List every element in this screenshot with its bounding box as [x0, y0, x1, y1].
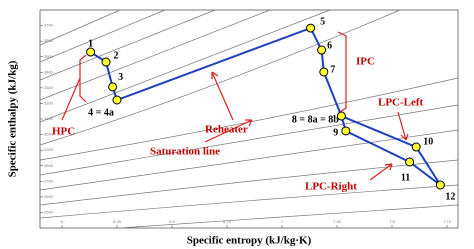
y-tick-label: 3400 [44, 69, 54, 74]
annotation-marks [61, 31, 409, 181]
point-label: 4 = 4a [88, 107, 114, 118]
annotation: Saturation line [150, 146, 220, 158]
point-label: 6 [327, 40, 332, 51]
y-tick-label: 3600 [44, 38, 54, 43]
state-point [319, 67, 329, 77]
x-tick-label: 6.5 [169, 219, 175, 224]
y-tick-label: 3100 [44, 116, 54, 121]
point-label: 3 [118, 72, 123, 83]
x-tick-label: 7 [281, 219, 284, 224]
x-axis-label: Specific entropy (kJ/kg·K) [187, 235, 312, 247]
y-tick-label: 2800 [44, 163, 54, 168]
state-point [341, 126, 351, 136]
state-point [411, 142, 421, 152]
x-tick-label: 6 [61, 219, 64, 224]
state-point [101, 57, 111, 67]
plot-frame [39, 9, 459, 229]
x-tick-label: 6.25 [113, 219, 122, 224]
point-label: 1 [88, 38, 93, 49]
point-label: 9 [333, 127, 338, 138]
x-tick-label: 7.25 [333, 219, 342, 224]
y-tick-label: 2500 [44, 209, 54, 214]
state-point [405, 157, 415, 167]
state-point [306, 23, 316, 33]
y-tick-label: 2900 [44, 147, 54, 152]
point-label: 10 [423, 136, 433, 147]
annotation: LPC-Left [378, 97, 424, 109]
x-tick-label: 7.5 [389, 219, 395, 224]
state-point [336, 111, 346, 121]
state-point [86, 47, 96, 57]
y-tick-label: 3700 [44, 23, 54, 28]
annotation: LPC-Right [305, 181, 357, 193]
y-tick-label: 2600 [44, 194, 54, 199]
point-label: 2 [114, 50, 119, 61]
x-tick-label: 7.75 [443, 219, 452, 224]
state-point [112, 95, 122, 105]
x-tick-label: 6.75 [223, 219, 232, 224]
state-point [317, 45, 327, 55]
annotation: HPC [52, 126, 75, 138]
process-line [340, 115, 441, 186]
point-label: 12 [445, 191, 455, 202]
y-tick-label: 3200 [44, 100, 54, 105]
point-label: 5 [320, 16, 325, 27]
annotation: Reheater [205, 124, 248, 136]
y-tick-label: 3500 [44, 54, 54, 59]
y-tick-label: 3000 [44, 132, 54, 137]
annotation: IPC [356, 56, 375, 68]
state-point [108, 82, 118, 92]
y-tick-label: 2700 [44, 178, 54, 183]
point-label: 7 [330, 64, 335, 75]
point-label: 11 [401, 172, 410, 183]
background-curves [39, 9, 459, 229]
state-point [435, 180, 445, 190]
point-label: 8 = 8a = 8b [292, 114, 339, 125]
y-axis-label: Specific enthalpy (kJ/kg) [7, 60, 19, 177]
y-tick-label: 3300 [44, 85, 54, 90]
